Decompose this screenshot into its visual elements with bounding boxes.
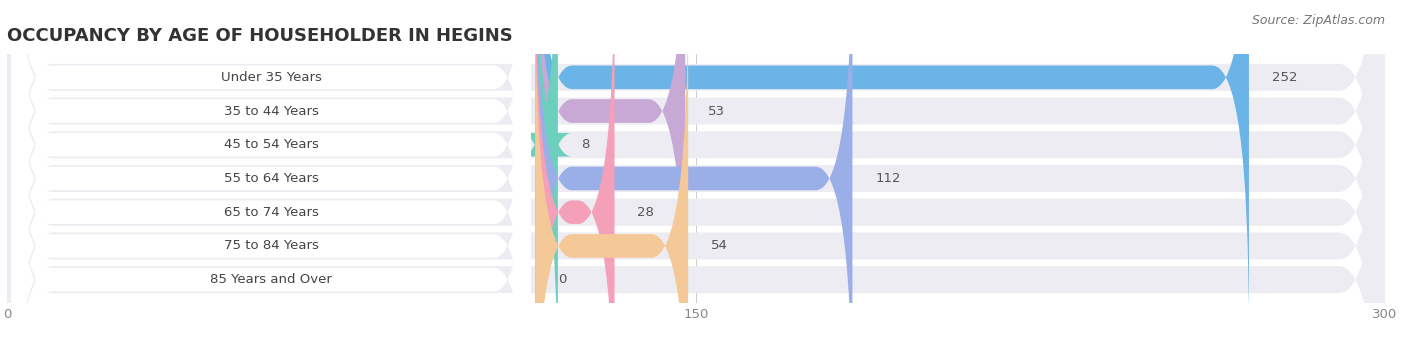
Text: 75 to 84 Years: 75 to 84 Years [224, 239, 319, 252]
FancyBboxPatch shape [7, 0, 1385, 340]
FancyBboxPatch shape [536, 0, 614, 340]
FancyBboxPatch shape [11, 0, 530, 340]
FancyBboxPatch shape [11, 0, 530, 335]
FancyBboxPatch shape [7, 0, 1385, 340]
FancyBboxPatch shape [536, 0, 688, 340]
FancyBboxPatch shape [11, 0, 530, 340]
Text: 35 to 44 Years: 35 to 44 Years [224, 105, 319, 118]
Text: 252: 252 [1272, 71, 1298, 84]
FancyBboxPatch shape [7, 0, 1385, 340]
Text: 65 to 74 Years: 65 to 74 Years [224, 206, 319, 219]
FancyBboxPatch shape [11, 0, 530, 340]
FancyBboxPatch shape [536, 0, 685, 340]
FancyBboxPatch shape [536, 0, 852, 340]
FancyBboxPatch shape [7, 0, 1385, 340]
Text: 55 to 64 Years: 55 to 64 Years [224, 172, 319, 185]
FancyBboxPatch shape [11, 0, 530, 340]
Text: 53: 53 [709, 105, 725, 118]
Text: Source: ZipAtlas.com: Source: ZipAtlas.com [1251, 14, 1385, 27]
Text: 112: 112 [876, 172, 901, 185]
FancyBboxPatch shape [7, 0, 1385, 340]
Text: 28: 28 [637, 206, 654, 219]
FancyBboxPatch shape [522, 0, 572, 340]
Text: 54: 54 [711, 239, 728, 252]
FancyBboxPatch shape [536, 0, 1249, 335]
Text: 45 to 54 Years: 45 to 54 Years [224, 138, 319, 151]
FancyBboxPatch shape [7, 0, 1385, 340]
FancyBboxPatch shape [11, 0, 530, 340]
Text: 0: 0 [558, 273, 567, 286]
FancyBboxPatch shape [7, 0, 1385, 340]
FancyBboxPatch shape [11, 22, 530, 340]
Text: 8: 8 [581, 138, 589, 151]
Text: OCCUPANCY BY AGE OF HOUSEHOLDER IN HEGINS: OCCUPANCY BY AGE OF HOUSEHOLDER IN HEGIN… [7, 27, 513, 45]
Text: Under 35 Years: Under 35 Years [221, 71, 322, 84]
Text: 85 Years and Over: 85 Years and Over [209, 273, 332, 286]
